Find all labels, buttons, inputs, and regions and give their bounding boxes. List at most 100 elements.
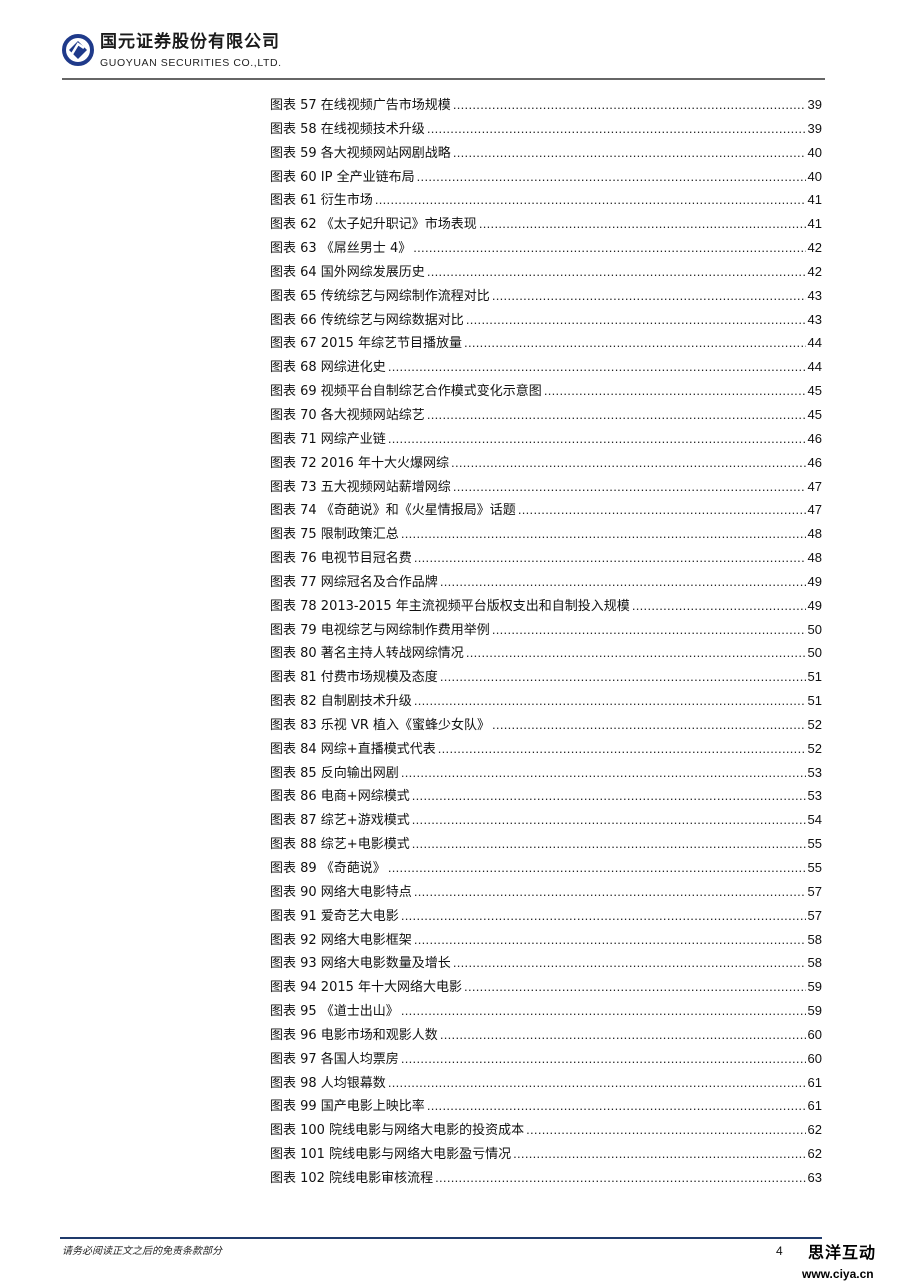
dot-leader xyxy=(518,501,806,519)
toc-entry[interactable]: 图表 70 各大视频网站综艺 45 xyxy=(270,406,822,430)
toc-entry-label: 图表 82 自制剧技术升级 xyxy=(270,694,412,710)
toc-entry-page: 60 xyxy=(807,1026,822,1042)
toc-entry-label: 图表 92 网络大电影框架 xyxy=(270,932,412,948)
toc-entry-label: 图表 76 电视节目冠名费 xyxy=(270,551,412,567)
footer-divider xyxy=(60,1237,822,1239)
toc-entry[interactable]: 图表 101 院线电影与网络大电影盈亏情况 62 xyxy=(270,1145,822,1169)
toc-entry[interactable]: 图表 82 自制剧技术升级 51 xyxy=(270,692,822,716)
toc-entry-page: 45 xyxy=(807,383,822,399)
toc-entry[interactable]: 图表 78 2013-2015 年主流视频平台版权支出和自制投入规模 49 xyxy=(270,597,822,621)
toc-entry-page: 41 xyxy=(807,192,822,208)
toc-entry[interactable]: 图表 64 国外网综发展历史 42 xyxy=(270,263,822,287)
dot-leader xyxy=(438,740,806,758)
toc-entry-page: 58 xyxy=(807,931,822,947)
toc-entry[interactable]: 图表 87 综艺+游戏模式 54 xyxy=(270,811,822,835)
dot-leader xyxy=(544,382,806,400)
toc-entry[interactable]: 图表 100 院线电影与网络大电影的投资成本 62 xyxy=(270,1121,822,1145)
toc-entry[interactable]: 图表 67 2015 年综艺节目播放量 44 xyxy=(270,334,822,358)
toc-entry[interactable]: 图表 58 在线视频技术升级 39 xyxy=(270,120,822,144)
toc-entry-label: 图表 64 国外网综发展历史 xyxy=(270,264,425,280)
toc-entry[interactable]: 图表 62 《太子妃升职记》市场表现 41 xyxy=(270,215,822,239)
toc-entry[interactable]: 图表 75 限制政策汇总 48 xyxy=(270,525,822,549)
toc-entry[interactable]: 图表 93 网络大电影数量及增长 58 xyxy=(270,954,822,978)
toc-entry[interactable]: 图表 98 人均银幕数 61 xyxy=(270,1074,822,1098)
company-name-en: GUOYUAN SECURITIES CO.,LTD. xyxy=(100,57,282,69)
toc-entry[interactable]: 图表 76 电视节目冠名费 48 xyxy=(270,549,822,573)
dot-leader xyxy=(413,239,805,257)
toc-entry-label: 图表 102 院线电影审核流程 xyxy=(270,1170,434,1186)
toc-entry[interactable]: 图表 71 网综产业链 46 xyxy=(270,430,822,454)
toc-entry-label: 图表 72 2016 年十大火爆网综 xyxy=(270,455,450,471)
toc-entry[interactable]: 图表 60 IP 全产业链布局 40 xyxy=(270,168,822,192)
toc-entry-label: 图表 63 《屌丝男士 4》 xyxy=(270,241,412,257)
toc-entry[interactable]: 图表 81 付费市场规模及态度 51 xyxy=(270,668,822,692)
toc-entry[interactable]: 图表 66 传统综艺与网综数据对比 43 xyxy=(270,311,822,335)
dot-leader xyxy=(440,573,806,591)
toc-entry[interactable]: 图表 79 电视综艺与网综制作费用举例 50 xyxy=(270,621,822,645)
toc-entry[interactable]: 图表 90 网络大电影特点 57 xyxy=(270,883,822,907)
toc-entry-page: 46 xyxy=(807,430,822,446)
toc-entry[interactable]: 图表 89 《奇葩说》 55 xyxy=(270,859,822,883)
toc-entry-page: 41 xyxy=(807,216,822,232)
toc-entry[interactable]: 图表 92 网络大电影框架 58 xyxy=(270,931,822,955)
toc-entry[interactable]: 图表 85 反向输出网剧 53 xyxy=(270,764,822,788)
dot-leader xyxy=(440,1026,806,1044)
toc-entry[interactable]: 图表 73 五大视频网站薪增网综 47 xyxy=(270,478,822,502)
toc-entry[interactable]: 图表 88 综艺+电影模式 55 xyxy=(270,835,822,859)
toc-entry[interactable]: 图表 61 衍生市场 41 xyxy=(270,191,822,215)
dot-leader xyxy=(401,764,806,782)
dot-leader xyxy=(466,311,806,329)
toc-entry-label: 图表 85 反向输出网剧 xyxy=(270,765,399,781)
toc-entry-label: 图表 97 各国人均票房 xyxy=(270,1051,399,1067)
dot-leader xyxy=(414,883,806,901)
toc-entry[interactable]: 图表 99 国产电影上映比率 61 xyxy=(270,1097,822,1121)
toc-entry-label: 图表 87 综艺+游戏模式 xyxy=(270,813,410,829)
toc-entry-label: 图表 79 电视综艺与网综制作费用举例 xyxy=(270,622,490,638)
toc-entry[interactable]: 图表 72 2016 年十大火爆网综 46 xyxy=(270,454,822,478)
dot-leader xyxy=(388,1074,806,1092)
toc-entry[interactable]: 图表 95 《道士出山》 59 xyxy=(270,1002,822,1026)
dot-leader xyxy=(453,954,806,972)
toc-entry-page: 59 xyxy=(807,979,822,995)
toc-entry-label: 图表 77 网综冠名及合作品牌 xyxy=(270,574,438,590)
toc-entry[interactable]: 图表 59 各大视频网站网剧战略 40 xyxy=(270,144,822,168)
dot-leader xyxy=(464,334,806,352)
toc-entry-page: 47 xyxy=(807,502,822,518)
toc-entry[interactable]: 图表 74 《奇葩说》和《火星情报局》话题 47 xyxy=(270,501,822,525)
toc-entry[interactable]: 图表 91 爱奇艺大电影 57 xyxy=(270,907,822,931)
toc-entry-label: 图表 65 传统综艺与网综制作流程对比 xyxy=(270,288,490,304)
toc-entry-page: 42 xyxy=(807,240,822,256)
toc-entry-label: 图表 91 爱奇艺大电影 xyxy=(270,908,399,924)
toc-entry-page: 48 xyxy=(807,526,822,542)
toc-entry-page: 55 xyxy=(807,860,822,875)
toc-entry[interactable]: 图表 80 著名主持人转战网综情况 50 xyxy=(270,644,822,668)
toc-entry[interactable]: 图表 65 传统综艺与网综制作流程对比 43 xyxy=(270,287,822,311)
toc-entry[interactable]: 图表 102 院线电影审核流程 63 xyxy=(270,1169,822,1193)
toc-entry[interactable]: 图表 84 网综+直播模式代表 52 xyxy=(270,740,822,764)
dot-leader xyxy=(464,978,806,996)
toc-entry-page: 62 xyxy=(807,1146,822,1162)
toc-entry-page: 57 xyxy=(807,883,822,899)
toc-entry[interactable]: 图表 94 2015 年十大网络大电影 59 xyxy=(270,978,822,1002)
toc-entry-label: 图表 80 著名主持人转战网综情况 xyxy=(270,646,464,662)
toc-entry[interactable]: 图表 77 网综冠名及合作品牌 49 xyxy=(270,573,822,597)
toc-entry[interactable]: 图表 86 电商+网综模式 53 xyxy=(270,787,822,811)
dot-leader xyxy=(401,1050,806,1068)
dot-leader xyxy=(412,835,806,853)
toc-entry[interactable]: 图表 69 视频平台自制综艺合作模式变化示意图 45 xyxy=(270,382,822,406)
dot-leader xyxy=(412,811,806,829)
toc-entry[interactable]: 图表 97 各国人均票房 60 xyxy=(270,1050,822,1074)
toc-entry[interactable]: 图表 83 乐视 VR 植入《蜜蜂少女队》 52 xyxy=(270,716,822,740)
toc-entry[interactable]: 图表 57 在线视频广告市场规模 39 xyxy=(270,96,822,120)
toc-entry-label: 图表 69 视频平台自制综艺合作模式变化示意图 xyxy=(270,384,542,400)
toc-entry[interactable]: 图表 63 《屌丝男士 4》 42 xyxy=(270,239,822,263)
dot-leader xyxy=(632,597,806,615)
dot-leader xyxy=(388,358,806,376)
toc-entry-page: 46 xyxy=(807,454,822,470)
toc-entry[interactable]: 图表 96 电影市场和观影人数 60 xyxy=(270,1026,822,1050)
toc-entry-page: 51 xyxy=(807,669,822,685)
toc-entry-page: 52 xyxy=(807,740,822,756)
toc-entry[interactable]: 图表 68 网综进化史 44 xyxy=(270,358,822,382)
toc-entry-page: 53 xyxy=(807,788,822,804)
dot-leader xyxy=(414,931,806,949)
